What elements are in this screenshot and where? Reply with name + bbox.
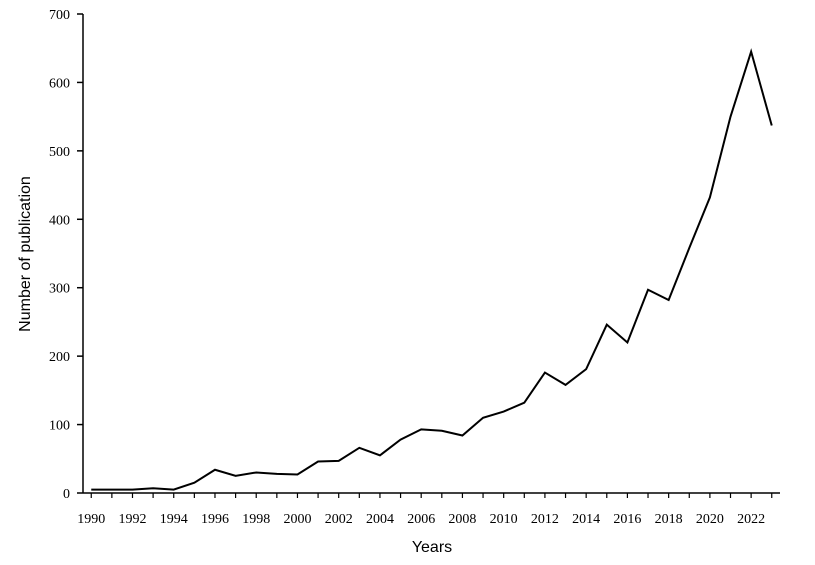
y-tick-label: 100 (49, 419, 70, 434)
x-tick-label: 1994 (160, 512, 188, 527)
x-tick-label: 1990 (77, 512, 105, 527)
x-tick-label: 2000 (283, 512, 311, 527)
x-tick-label: 1996 (201, 512, 229, 527)
x-tick-label: 1992 (118, 512, 146, 527)
x-tick-label: 2004 (366, 512, 394, 527)
x-tick-label: 2006 (407, 512, 435, 527)
x-tick-label: 2014 (572, 512, 600, 527)
y-tick-label: 0 (63, 487, 70, 502)
axes (82, 14, 780, 494)
publication-line (91, 48, 773, 491)
x-tick-label: 2002 (325, 512, 353, 527)
x-tick-label: 2018 (655, 512, 683, 527)
x-axis-title: Years (412, 539, 452, 556)
x-ticks: 1990 1992 1994 1996 1998 2000 2002 2004 2006 2008… (77, 493, 773, 527)
x-tick-label: 2016 (613, 512, 641, 527)
y-tick-label: 700 (49, 8, 70, 23)
x-tick-label: 1998 (242, 512, 270, 527)
x-tick-label: 2022 (737, 512, 765, 527)
x-tick-label: 2008 (448, 512, 476, 527)
y-tick-label: 200 (49, 350, 70, 365)
y-ticks: 0 100 200 300 400 500 600 700 (49, 8, 83, 502)
x-tick-label: 2020 (696, 512, 724, 527)
x-tick-label: 2012 (531, 512, 559, 527)
y-tick-label: 300 (49, 282, 70, 297)
y-tick-label: 600 (49, 76, 70, 91)
y-axis-title: Number of publication (17, 176, 34, 332)
y-tick-label: 400 (49, 213, 70, 228)
y-tick-label: 500 (49, 145, 70, 160)
x-tick-label: 2010 (490, 512, 518, 527)
